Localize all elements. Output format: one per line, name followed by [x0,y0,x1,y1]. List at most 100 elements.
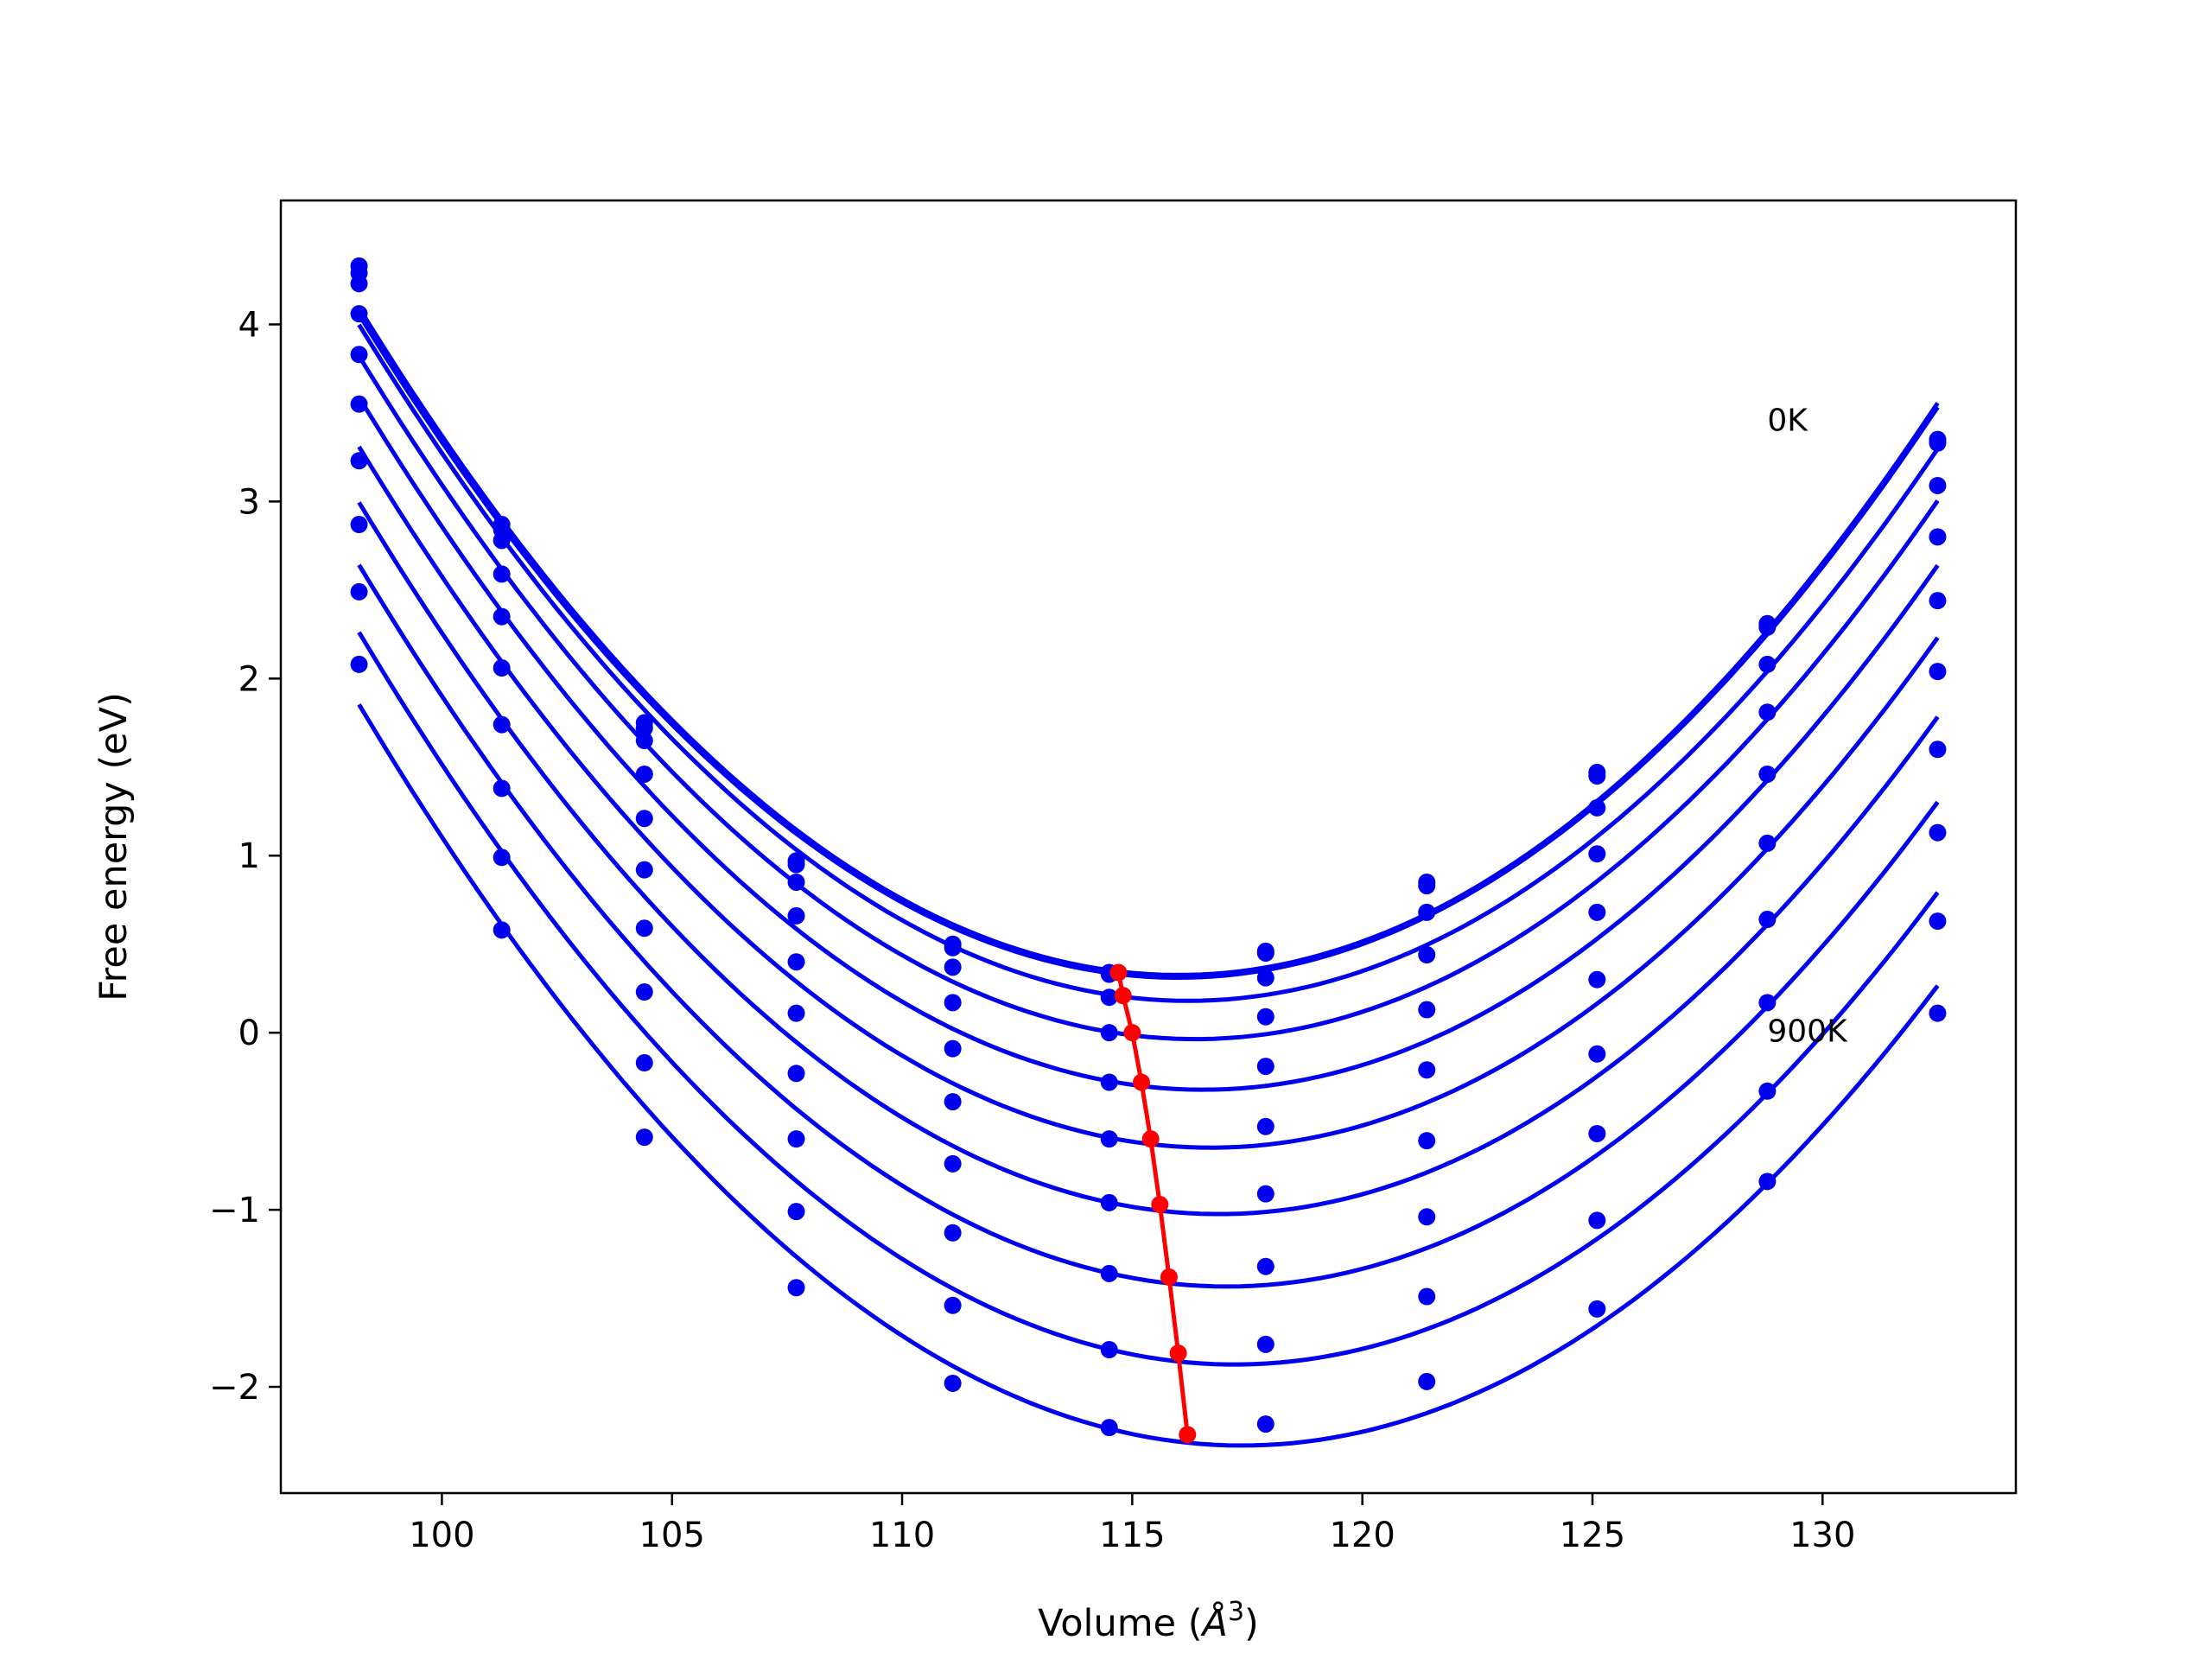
energy-curve [357,445,1940,1150]
y-tick-label: 2 [238,659,260,699]
energy-point [1256,1415,1274,1433]
energy-point [635,983,653,1001]
energy-curve [357,501,1940,1217]
energy-curves [357,306,1940,1448]
x-tick-label: 105 [639,1516,705,1555]
energy-point [1588,798,1606,817]
energy-point [1588,1211,1606,1230]
x-tick-label: 125 [1560,1516,1625,1555]
energy-point [1929,434,1947,452]
energy-point [1588,1300,1606,1318]
energy-point [1758,1173,1777,1191]
plot-frame [279,199,2018,1495]
energy-point [1100,1419,1118,1437]
energy-point [1418,903,1436,921]
energy-point [635,861,653,879]
energy-point [787,873,805,891]
energy-point [1758,618,1777,636]
energy-point [635,919,653,938]
energy-point [944,994,962,1012]
temperature-annotation: 0K [1767,403,1808,438]
energy-point [1929,912,1947,931]
energy-curve [357,354,1940,1042]
minimum-point [1169,1344,1187,1363]
x-tick-label: 100 [409,1516,474,1555]
energy-point [350,452,368,470]
energy-point [1758,703,1777,721]
energy-point [1256,1335,1274,1353]
energy-point [944,1154,962,1173]
energy-point [1929,663,1947,681]
annotations: 0K 900K [1767,403,1848,1049]
energy-point [1758,834,1777,852]
energy-point [493,715,511,734]
energy-point [1256,1257,1274,1275]
x-axis-ticks: 100 105 110 115 120 125 130 [409,1493,1855,1555]
energy-point [493,659,511,677]
energy-point [1418,1208,1436,1226]
x-tick-label: 110 [869,1516,935,1555]
energy-point [787,906,805,925]
energy-point [787,1065,805,1083]
energy-point [635,732,653,750]
energy-point [1588,970,1606,988]
energy-point [1256,1117,1274,1135]
energy-point [1929,1004,1947,1022]
energy-point [350,582,368,601]
energy-point [1758,994,1777,1012]
y-tick-label: 1 [238,836,260,876]
energy-point [1256,1007,1274,1026]
energy-point [1929,476,1947,494]
energy-point [1100,1264,1118,1282]
energy-point [1100,1130,1118,1148]
energy-point [350,275,368,293]
energy-point [944,938,962,957]
energy-curve [357,563,1940,1289]
energy-point [493,565,511,583]
y-tick-label: 0 [238,1014,260,1053]
energy-point [1588,1045,1606,1063]
energy-point [1929,823,1947,842]
energy-point [944,1039,962,1058]
energy-point [350,305,368,323]
energy-point [1588,903,1606,921]
energy-point [493,921,511,939]
energy-curve [357,703,1940,1448]
energy-point [493,779,511,798]
energy-point [787,1279,805,1297]
energy-point [1256,1058,1274,1076]
energy-point [944,1224,962,1242]
energy-point [635,765,653,783]
minimum-point [1160,1268,1178,1286]
energy-point [944,1296,962,1314]
energy-point [1758,911,1777,929]
x-axis-label-close: ) [1244,1602,1259,1645]
minimum-point [1123,1024,1141,1042]
energy-point [635,719,653,737]
energy-point [787,1004,805,1022]
energy-point [1256,1185,1274,1203]
y-tick-label: −2 [209,1368,260,1408]
energy-point [1418,877,1436,895]
minimum-point [1151,1195,1169,1213]
x-tick-label: 130 [1789,1516,1855,1555]
energy-point [493,607,511,626]
energy-points [350,257,1947,1437]
energy-curve [357,313,1940,981]
energy-point [1758,655,1777,673]
y-tick-label: 4 [238,305,260,345]
energy-point [1929,592,1947,610]
energy-point [1256,969,1274,987]
energy-point [1100,1024,1118,1042]
energy-point [1588,767,1606,785]
x-axis-label-text: Volume ( [1038,1602,1202,1645]
energy-point [350,346,368,364]
energy-point [1758,1082,1777,1100]
temperature-annotation: 900K [1767,1014,1848,1049]
minimum-point [1141,1130,1160,1148]
energy-point [493,531,511,550]
energy-point [1100,988,1118,1007]
energy-point [635,810,653,828]
energy-point [787,1130,805,1148]
